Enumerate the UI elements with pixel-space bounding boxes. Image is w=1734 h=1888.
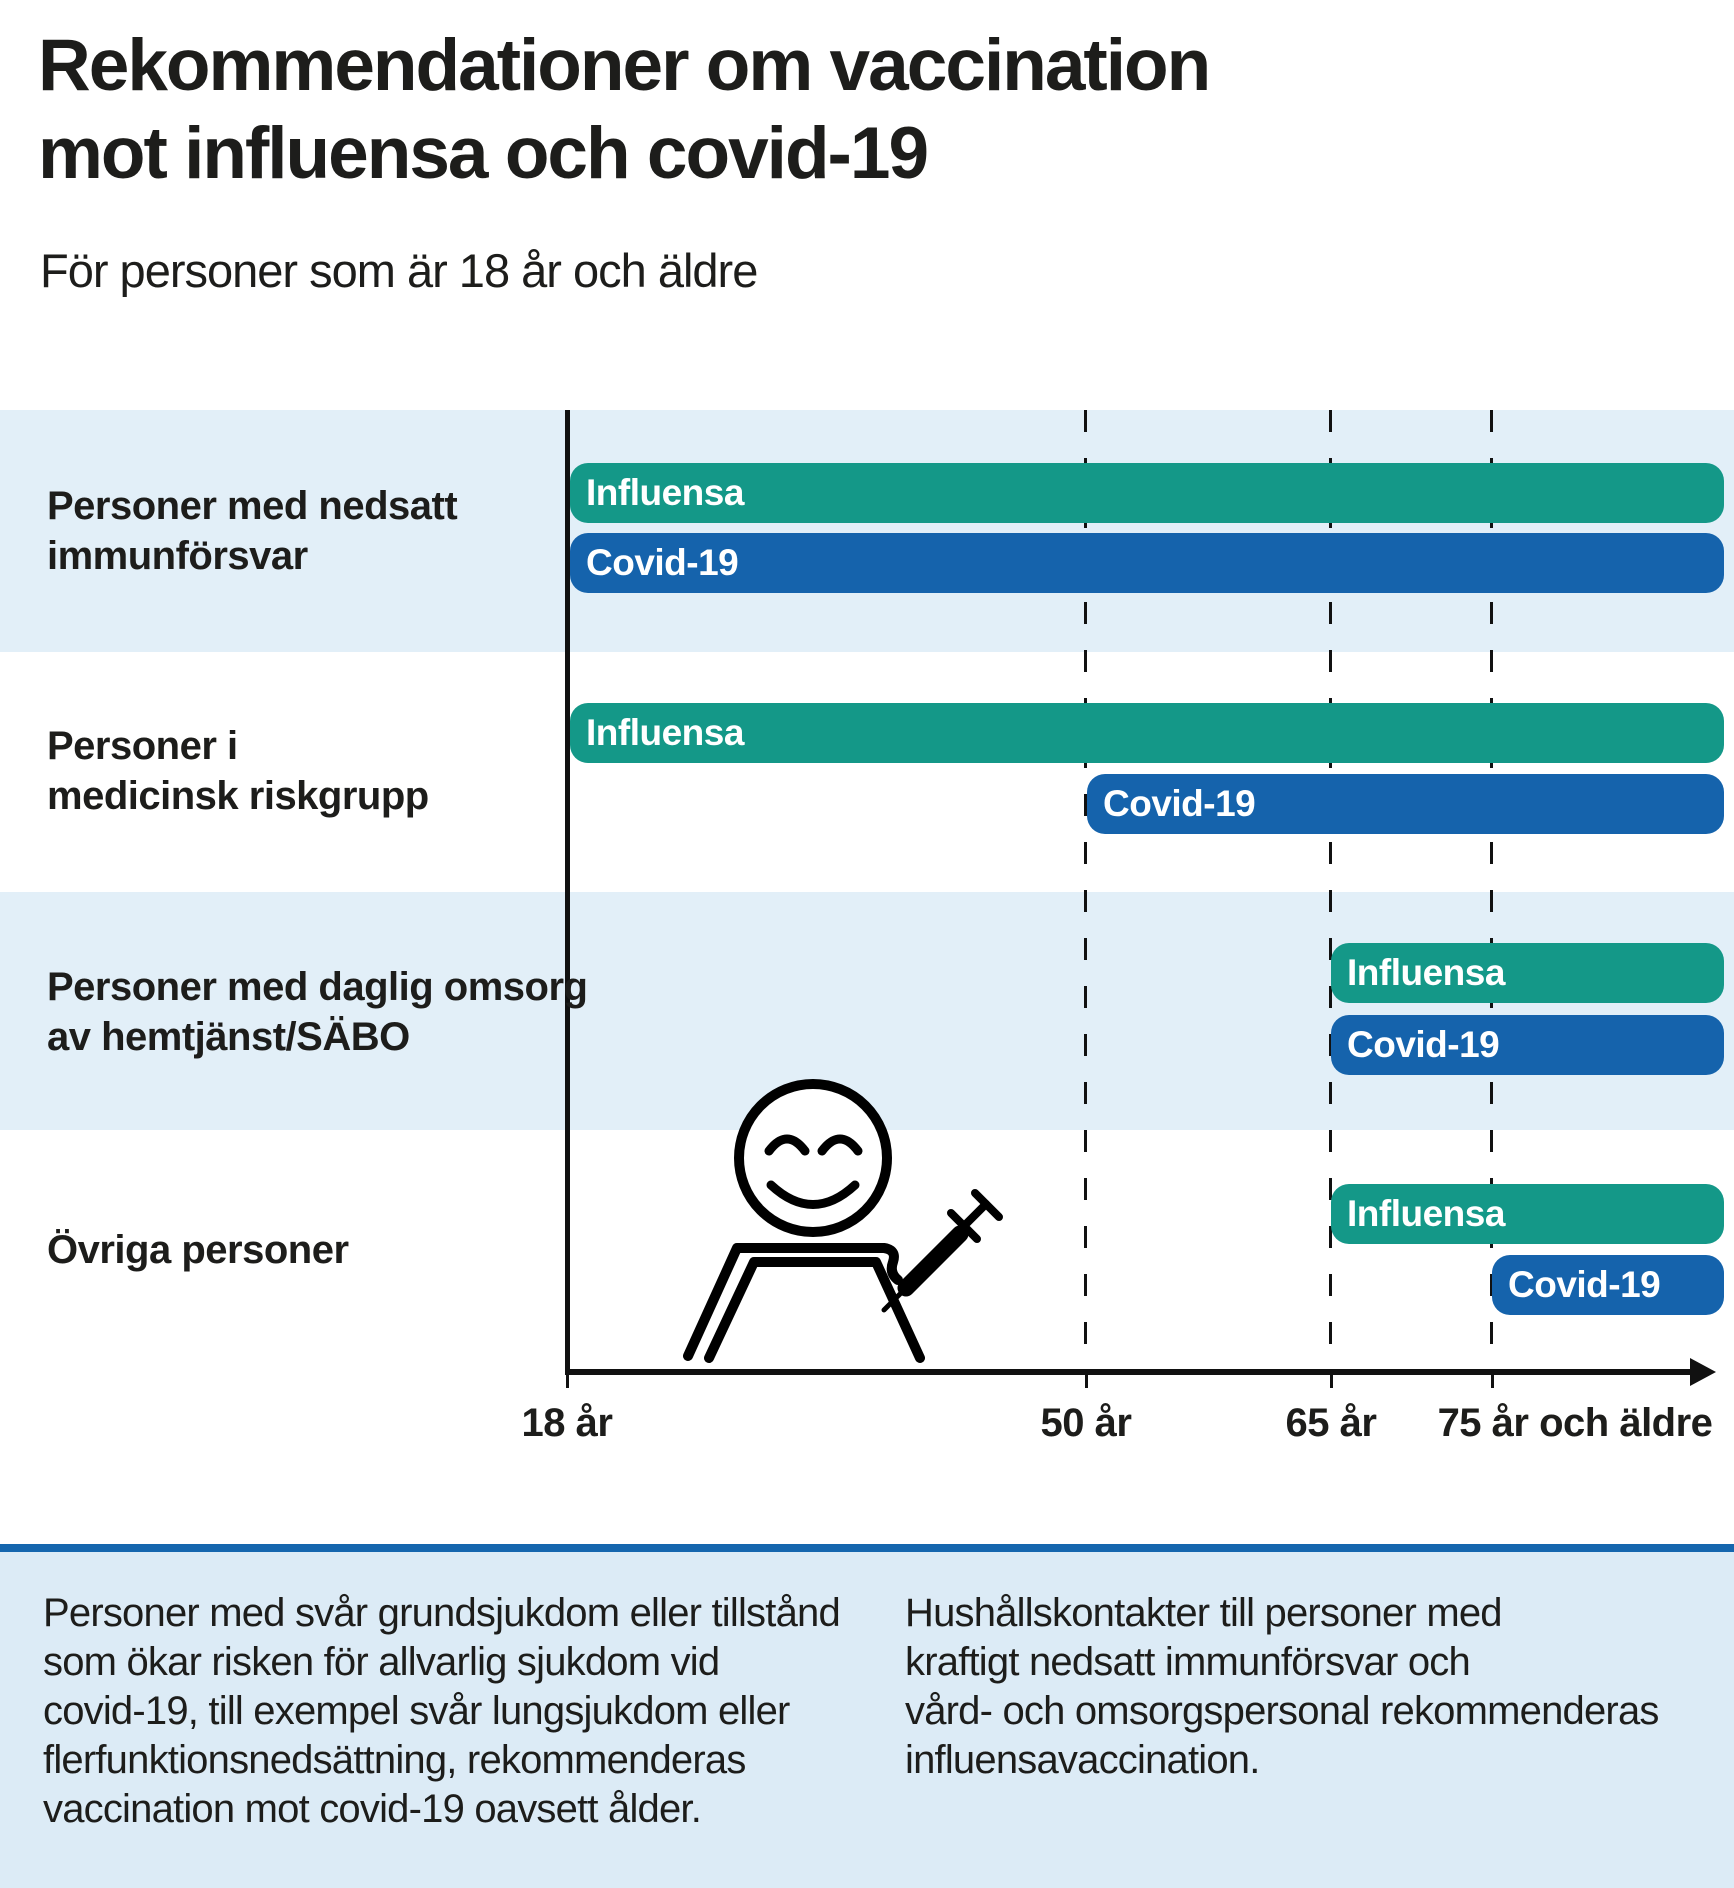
title-line-1: Rekommendationer om vaccination — [38, 25, 1211, 106]
row-label-line: immunförsvar — [47, 534, 308, 578]
row-label-ovriga: Övriga personer — [47, 1225, 349, 1275]
row-label-immunforsvar: Personer med nedsatt immunförsvar — [47, 481, 458, 581]
footnote-line: Personer med svår grundsjukdom eller til… — [43, 1591, 841, 1635]
gridline-65-ar — [1329, 410, 1332, 1372]
row-label-riskgrupp: Personer i medicinsk riskgrupp — [47, 721, 429, 821]
title-line-2: mot influensa och covid-19 — [38, 113, 929, 194]
row-label-line: av hemtjänst/SÄBO — [47, 1015, 410, 1059]
page-title: Rekommendationer om vaccination mot infl… — [38, 22, 1211, 198]
x-tick-18 — [566, 1375, 569, 1388]
footnote-line: Hushållskontakter till personer med — [905, 1591, 1503, 1635]
footer-divider-rule — [0, 1544, 1734, 1552]
x-axis-arrowhead-icon — [1690, 1358, 1716, 1386]
footnote-line: flerfunktionsnedsättning, rekommenderas — [43, 1738, 746, 1782]
row-band-immunforsvar — [0, 410, 1734, 652]
x-label-65-ar: 65 år — [1285, 1401, 1377, 1445]
footnote-line: covid-19, till exempel svår lungsjukdom … — [43, 1689, 790, 1733]
row-band-hemtjanst — [0, 892, 1734, 1130]
x-axis-line — [565, 1369, 1693, 1375]
x-tick-50 — [1085, 1375, 1088, 1388]
x-tick-75 — [1491, 1375, 1494, 1388]
x-label-75-ar: 75 år och äldre — [1437, 1401, 1713, 1445]
row-label-line: Personer i — [47, 724, 238, 768]
row-label-line: Övriga personer — [47, 1228, 349, 1272]
footnote-line: kraftigt nedsatt immunförsvar och — [905, 1640, 1471, 1684]
bar-covid-immunforsvar: Covid-19 — [570, 533, 1724, 593]
row-label-line: Personer med nedsatt — [47, 484, 458, 528]
x-label-50-ar: 50 år — [1040, 1401, 1132, 1445]
footnote-line: vård- och omsorgspersonal rekommenderas — [905, 1689, 1659, 1733]
footnote-line: som ökar risken för allvarlig sjukdom vi… — [43, 1640, 720, 1684]
x-tick-65 — [1330, 1375, 1333, 1388]
page-subtitle: För personer som är 18 år och äldre — [40, 244, 758, 297]
footer-panel — [0, 1552, 1734, 1888]
footnote-right: Hushållskontakter till personer med kraf… — [905, 1589, 1685, 1785]
bar-influensa-hemtjanst: Influensa — [1331, 943, 1724, 1003]
bar-covid-hemtjanst: Covid-19 — [1331, 1015, 1724, 1075]
gridline-50-ar — [1084, 410, 1087, 1372]
person-with-syringe-icon — [683, 1079, 1003, 1363]
bar-influensa-immunforsvar: Influensa — [570, 463, 1724, 523]
row-label-line: medicinsk riskgrupp — [47, 774, 429, 818]
row-label-line: Personer med daglig omsorg — [47, 965, 588, 1009]
row-label-hemtjanst: Personer med daglig omsorg av hemtjänst/… — [47, 962, 588, 1062]
footnote-left: Personer med svår grundsjukdom eller til… — [43, 1589, 888, 1834]
footnote-line: influensavaccination. — [905, 1738, 1260, 1782]
gridline-75-ar — [1490, 410, 1493, 1372]
x-label-18-ar: 18 år — [521, 1401, 613, 1445]
bar-covid-ovriga: Covid-19 — [1492, 1255, 1724, 1315]
bar-influensa-riskgrupp: Influensa — [570, 703, 1724, 763]
bar-covid-riskgrupp: Covid-19 — [1087, 774, 1724, 834]
footnote-line: vaccination mot covid-19 oavsett ålder. — [43, 1787, 702, 1831]
bar-influensa-ovriga: Influensa — [1331, 1184, 1724, 1244]
y-axis-line — [565, 410, 570, 1372]
